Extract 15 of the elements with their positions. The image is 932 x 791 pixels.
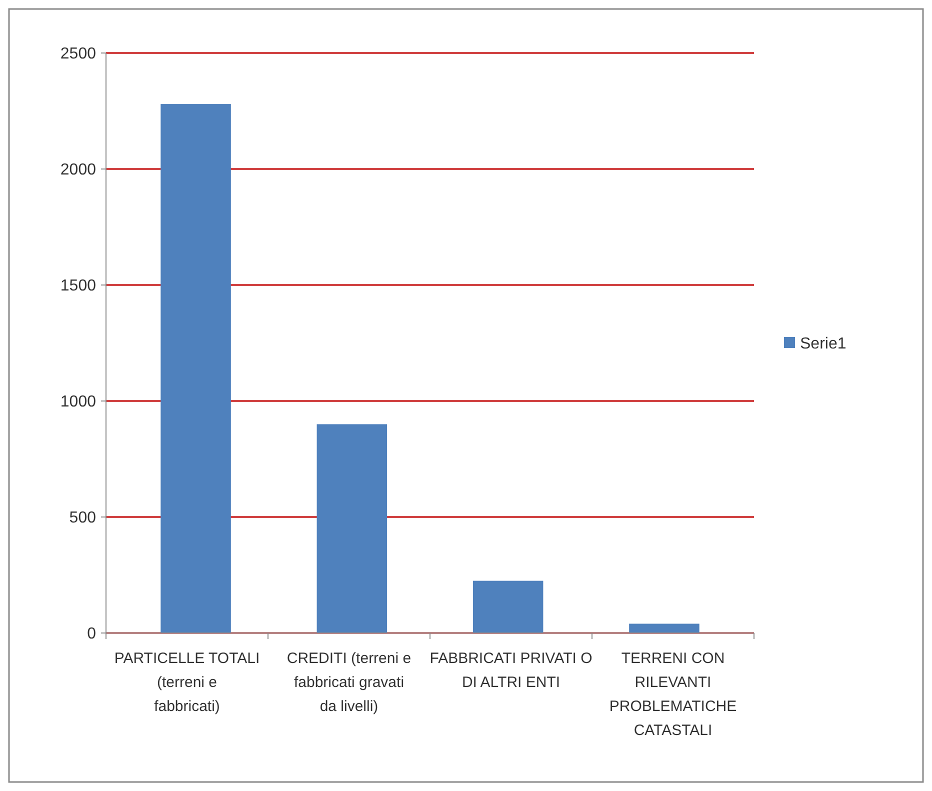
x-tick-label: TERRENI CON RILEVANTI PROBLEMATICHE CATASTALI xyxy=(609,650,737,739)
bar xyxy=(629,624,700,633)
x-tick-label: PARTICELLE TOTALI (terreni e fabbricati) xyxy=(114,650,260,715)
y-tick-label: 500 xyxy=(69,510,96,527)
x-tick-label: CREDITI (terreni e fabbricati gravati da livelli) xyxy=(286,650,412,715)
bar xyxy=(316,424,388,633)
legend-label: Serie1 xyxy=(800,336,846,353)
y-tick-label: 1000 xyxy=(60,394,96,411)
y-tick-label: 1500 xyxy=(60,278,96,295)
bar xyxy=(472,580,544,633)
x-tick-label: FABBRICATI PRIVATI O DI ALTRI ENTI xyxy=(430,650,592,691)
y-tick-label: 2000 xyxy=(60,162,96,179)
y-tick-label: 0 xyxy=(87,626,96,643)
bar xyxy=(160,104,231,633)
y-tick-label: 2500 xyxy=(60,46,96,63)
